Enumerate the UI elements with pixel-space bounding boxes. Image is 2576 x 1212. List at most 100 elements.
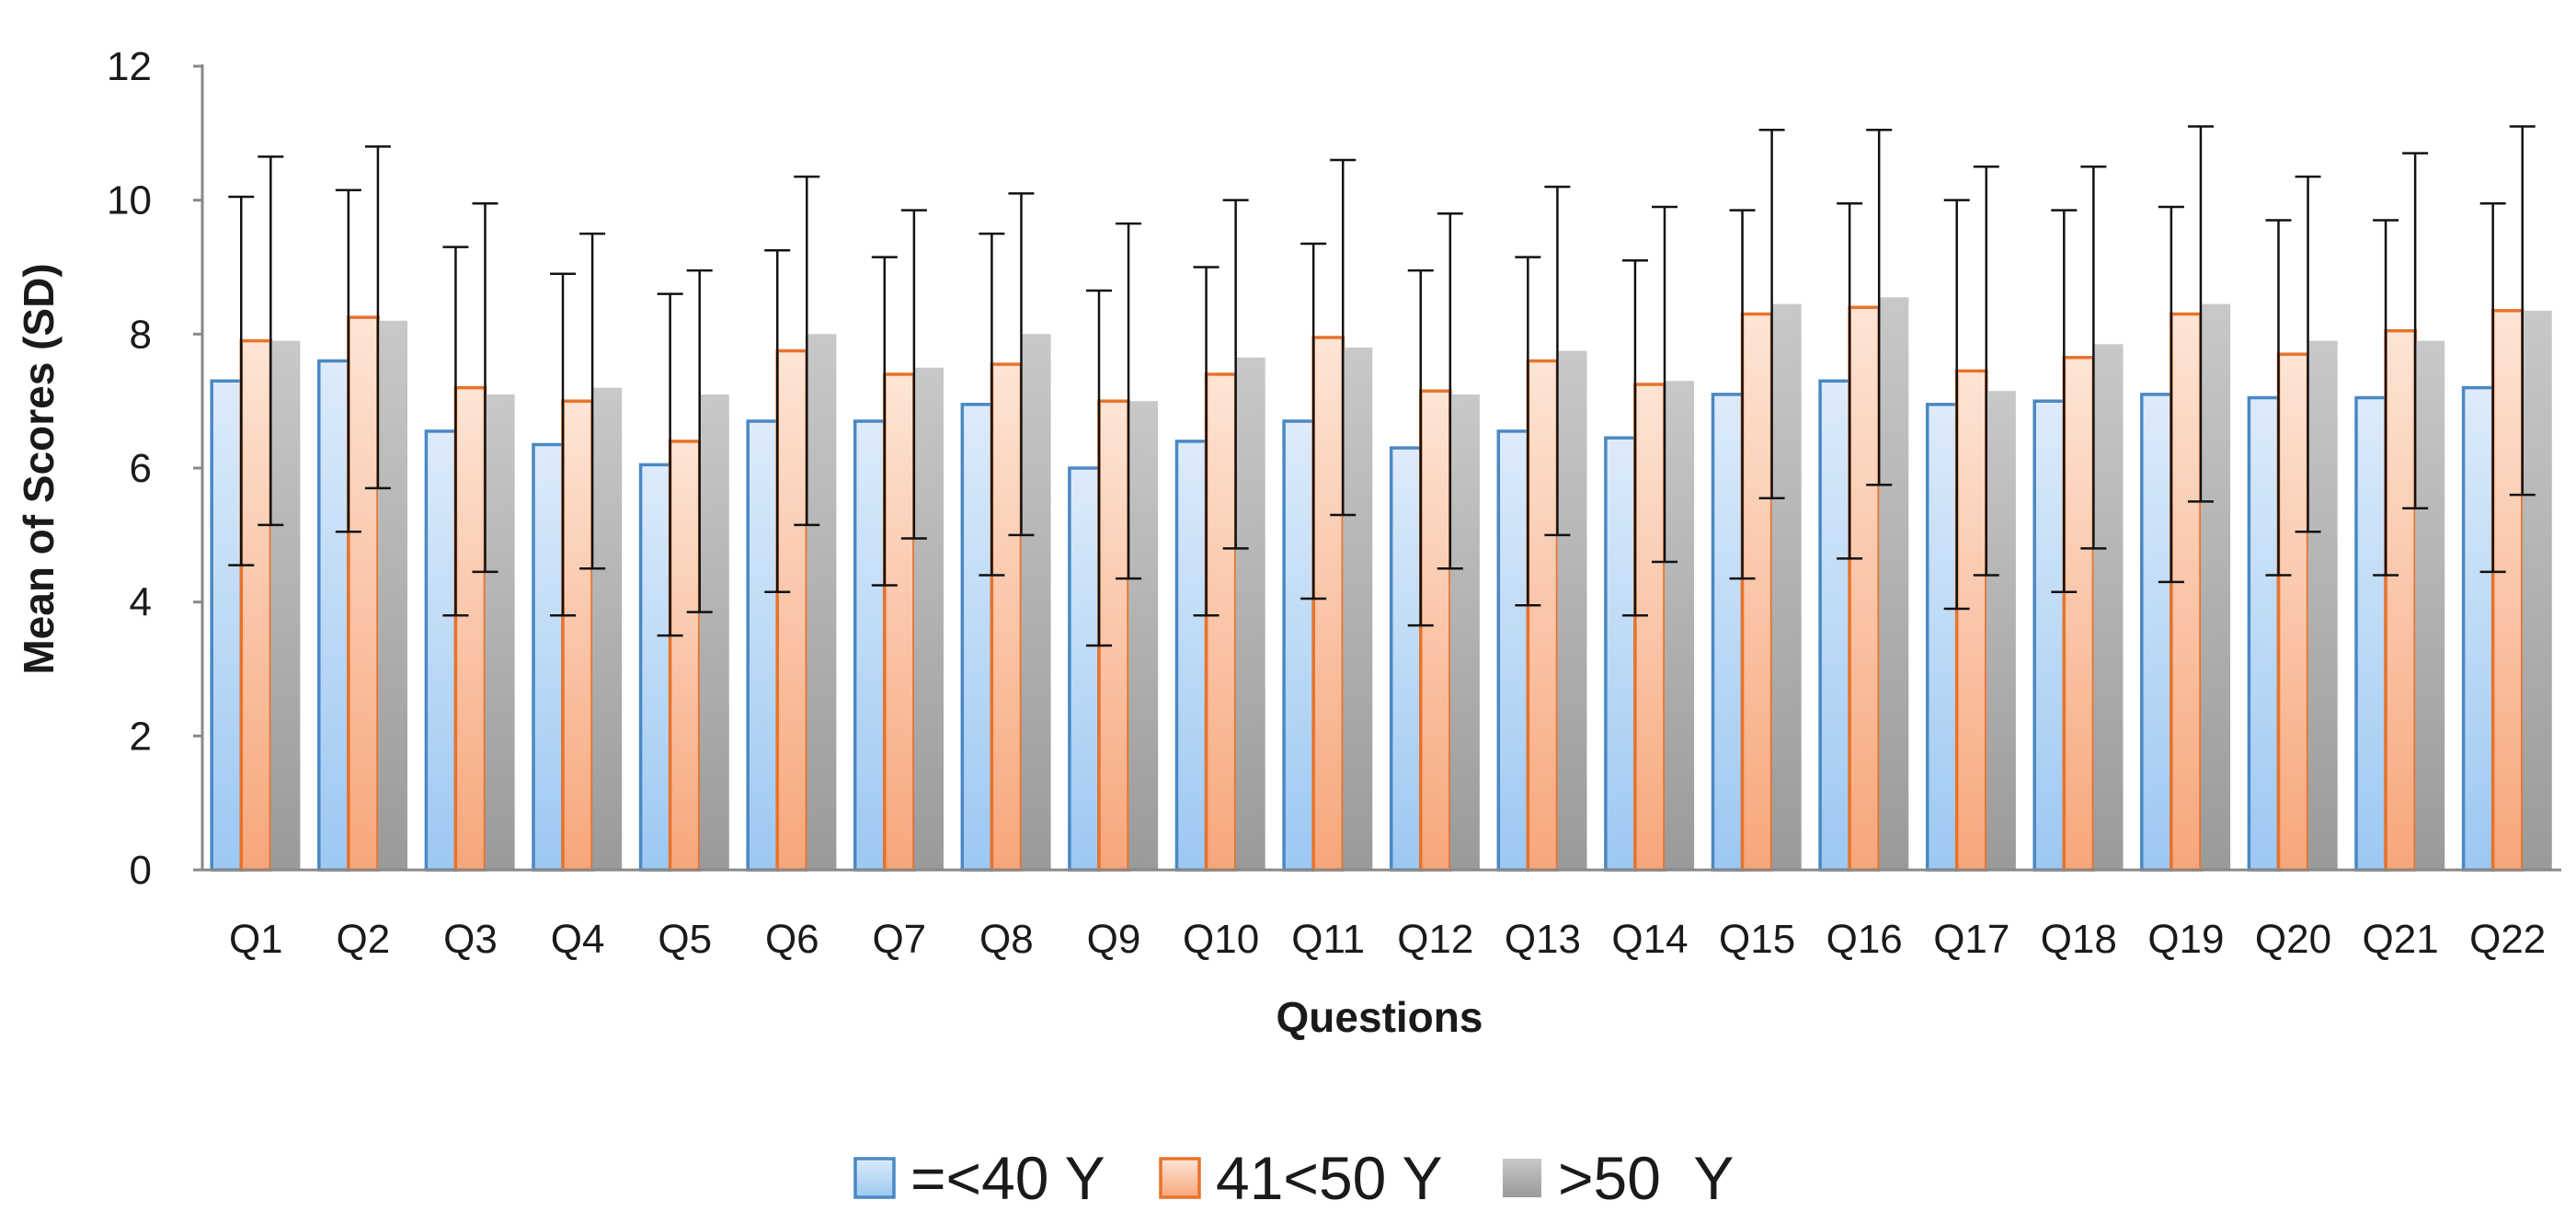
bars-layer — [210, 297, 2552, 872]
x-tick-label-q16: Q16 — [1826, 917, 1903, 962]
bar-1-q1 — [210, 379, 244, 872]
bar-3-q9 — [1128, 401, 1159, 870]
error-bar-2-q3 — [472, 202, 498, 574]
y-tick-label: 2 — [130, 714, 152, 759]
x-tick-label-q9: Q9 — [1087, 917, 1141, 962]
error-bar-2-q22 — [2509, 125, 2536, 497]
x-axis-title: Questions — [1277, 993, 1483, 1041]
bar-1-q5 — [638, 463, 672, 872]
error-bar-2-q6 — [794, 175, 820, 527]
bar-3-q10 — [1235, 357, 1265, 870]
bar-3-q16 — [1879, 297, 1909, 870]
legend-swatch-1 — [853, 1157, 896, 1199]
y-tick-label: 10 — [107, 178, 152, 223]
x-tick-label-q19: Q19 — [2147, 917, 2224, 962]
bar-3-q14 — [1665, 381, 1695, 870]
bar-1-q7 — [853, 419, 887, 872]
bar-2-q16 — [1848, 305, 1881, 872]
bar-2-q20 — [2276, 352, 2310, 872]
bar-3-q11 — [1343, 347, 1373, 870]
error-bar-1-q7 — [871, 256, 898, 587]
error-bar-2-q15 — [1758, 128, 1785, 500]
bar-2-q3 — [453, 385, 487, 872]
error-bar-2-q13 — [1544, 185, 1571, 537]
error-bar-1-q14 — [1621, 258, 1648, 617]
bar-3-q18 — [2093, 344, 2124, 870]
bar-2-q19 — [2170, 312, 2203, 872]
y-tick-label: 4 — [130, 580, 152, 625]
legend-item-2: 41<50 Y — [1159, 1144, 1443, 1212]
legend-swatch-3 — [1503, 1159, 1541, 1197]
legend-item-1: =<40 Y — [853, 1144, 1105, 1212]
error-bar-2-q8 — [1008, 192, 1035, 537]
error-bar-1-q11 — [1300, 242, 1327, 600]
bar-2-q22 — [2490, 309, 2524, 872]
bar-2-q13 — [1526, 359, 1560, 872]
bar-1-q21 — [2354, 395, 2387, 872]
error-bar-1-q16 — [1837, 202, 1863, 560]
bar-1-q20 — [2247, 395, 2281, 872]
bar-3-q19 — [2201, 303, 2231, 871]
error-bar-1-q6 — [764, 249, 791, 593]
x-tick-label-q21: Q21 — [2363, 917, 2439, 962]
legend: =<40 Y 41<50 Y >50 Y — [853, 1144, 1734, 1212]
bar-2-q10 — [1204, 372, 1238, 872]
bar-2-q7 — [883, 372, 916, 872]
error-bar-2-q10 — [1222, 199, 1249, 550]
bar-1-q16 — [1818, 379, 1851, 872]
error-bar-1-q13 — [1515, 256, 1541, 607]
x-tick-label-q17: Q17 — [1933, 917, 2009, 962]
error-bar-2-q14 — [1652, 205, 1678, 564]
bar-3-q20 — [2307, 340, 2338, 871]
legend-label-1: =<40 Y — [910, 1144, 1105, 1212]
bar-3-q15 — [1771, 303, 1802, 871]
bar-1-q6 — [746, 419, 780, 872]
x-tick-label-q22: Q22 — [2469, 917, 2546, 962]
x-tick-label-q7: Q7 — [872, 917, 926, 962]
x-tick-label-q14: Q14 — [1611, 917, 1688, 962]
error-bar-1-q4 — [550, 272, 577, 617]
error-bar-2-q11 — [1330, 158, 1357, 517]
x-tick-label-q4: Q4 — [551, 917, 605, 962]
bar-2-q14 — [1633, 383, 1666, 872]
x-tick-label-q8: Q8 — [979, 917, 1034, 962]
x-tick-label-q11: Q11 — [1291, 917, 1365, 962]
legend-label-2: 41<50 Y — [1216, 1144, 1443, 1212]
error-bar-2-q17 — [1973, 166, 1999, 577]
bar-3-q7 — [913, 367, 944, 871]
error-bar-1-q15 — [1729, 209, 1756, 580]
error-bar-1-q21 — [2373, 219, 2399, 577]
bar-1-q3 — [424, 429, 458, 872]
bar-1-q19 — [2140, 393, 2173, 872]
x-tick-label-q12: Q12 — [1397, 917, 1473, 962]
bar-1-q13 — [1496, 429, 1530, 872]
x-tick-label-q20: Q20 — [2255, 917, 2331, 962]
x-tick-label-q2: Q2 — [337, 917, 391, 962]
bar-2-q1 — [239, 338, 273, 872]
error-bar-2-q5 — [686, 269, 713, 613]
bar-3-q8 — [1021, 334, 1051, 870]
error-bar-2-q19 — [2187, 125, 2214, 503]
error-bar-2-q2 — [364, 145, 391, 490]
x-tick-label-q3: Q3 — [443, 917, 498, 962]
bar-2-q18 — [2062, 356, 2096, 872]
bar-2-q9 — [1097, 399, 1130, 872]
error-bar-2-q21 — [2402, 152, 2429, 509]
bar-3-q17 — [1986, 391, 2016, 870]
bar-2-q8 — [990, 362, 1024, 872]
bar-3-q12 — [1449, 394, 1480, 870]
bar-1-q12 — [1389, 446, 1423, 872]
bar-3-q6 — [807, 334, 837, 870]
error-bar-1-q12 — [1407, 269, 1434, 627]
bar-1-q17 — [1925, 403, 1959, 872]
error-bars-layer — [228, 125, 2536, 647]
bar-1-q15 — [1711, 393, 1745, 872]
error-bar-2-q7 — [900, 209, 927, 540]
bar-1-q22 — [2461, 385, 2495, 872]
error-bar-1-q17 — [1943, 199, 1970, 611]
y-tick-label: 12 — [107, 44, 152, 89]
bar-1-q8 — [960, 403, 994, 872]
y-tick-label: 6 — [130, 446, 152, 491]
bar-1-q9 — [1068, 466, 1101, 872]
